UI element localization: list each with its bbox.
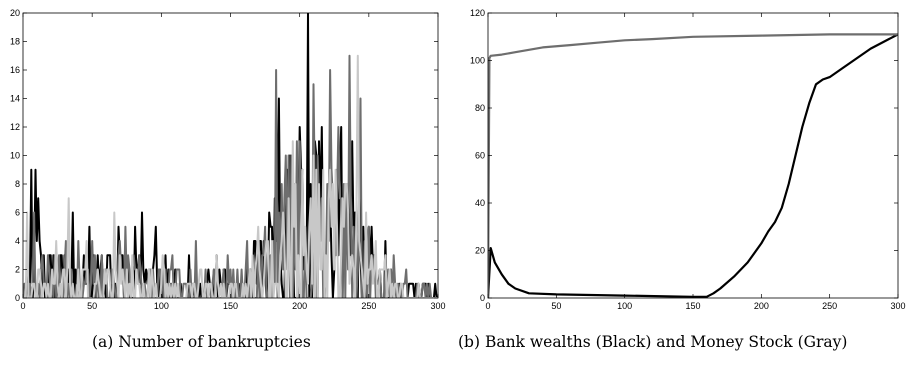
y-tick-label: 4 (15, 236, 20, 246)
x-tick-label: 50 (87, 301, 97, 311)
x-tick-label: 150 (223, 301, 238, 311)
y-tick-label: 10 (10, 151, 20, 161)
y-tick-label: 20 (10, 8, 20, 18)
y-tick-label: 40 (475, 198, 485, 208)
y-tick-label: 12 (10, 122, 20, 132)
series-line-2 (488, 33, 898, 298)
x-tick-label: 150 (685, 301, 700, 311)
y-tick-label: 100 (470, 56, 485, 66)
x-tick-label: 300 (890, 301, 905, 311)
y-tick-label: 20 (475, 246, 485, 256)
y-tick-label: 120 (470, 8, 485, 18)
y-tick-label: 8 (15, 179, 20, 189)
plot-area (23, 13, 438, 298)
series-line-1 (488, 33, 898, 298)
plot-area (488, 33, 898, 298)
y-tick-label: 2 (15, 265, 20, 275)
x-tick-label: 250 (822, 301, 837, 311)
x-tick-label: 250 (361, 301, 376, 311)
x-tick-label: 300 (430, 301, 445, 311)
x-tick-label: 50 (551, 301, 561, 311)
y-tick-label: 6 (15, 208, 20, 218)
chart-a: 0 50 100 150 200 250 300 0 2 4 6 8 10 12 14 16 18 20 (10, 8, 446, 311)
chart-b: 0 50 100 150 200 250 300 0 20 40 60 80 100 120 (470, 8, 906, 311)
y-tick-label: 14 (10, 94, 20, 104)
y-tick-label: 18 (10, 37, 20, 47)
x-tick-label: 0 (20, 301, 25, 311)
y-tick-label: 16 (10, 65, 20, 75)
x-tick-label: 100 (617, 301, 632, 311)
y-tick-label: 0 (480, 293, 485, 303)
y-tick-label: 80 (475, 103, 485, 113)
plot-frame (487, 12, 899, 299)
x-tick-label: 200 (292, 301, 307, 311)
x-tick-label: 200 (754, 301, 769, 311)
y-tick-label: 60 (475, 151, 485, 161)
series-line-2 (23, 54, 438, 298)
y-tick-label: 0 (15, 293, 20, 303)
series-line-3 (23, 54, 438, 298)
x-tick-label: 0 (485, 301, 490, 311)
caption-a: (a) Number of bankruptcies (92, 333, 311, 351)
caption-b: (b) Bank wealths (Black) and Money Stock… (458, 333, 848, 351)
x-tick-label: 100 (154, 301, 169, 311)
